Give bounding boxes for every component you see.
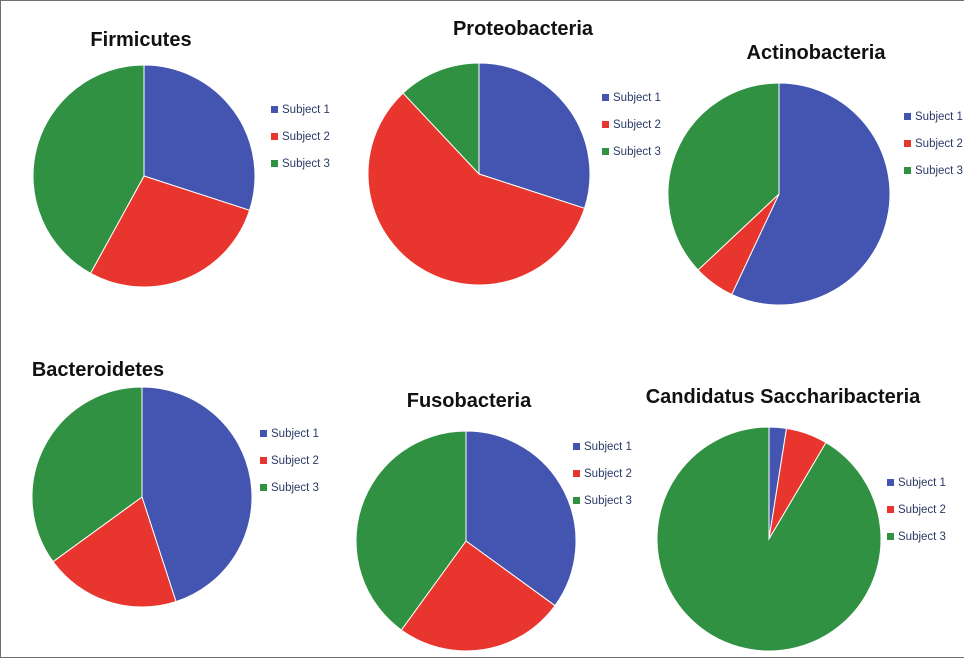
pie-slice-subject-1 — [731, 82, 891, 306]
legend-swatch-subject-2 — [260, 457, 267, 464]
pie-slice-subject-3 — [667, 82, 780, 271]
legend-label-subject-1: Subject 1 — [584, 441, 632, 453]
legend-swatch-subject-3 — [573, 497, 580, 504]
legend-swatch-subject-2 — [887, 506, 894, 513]
legend-swatch-subject-1 — [271, 106, 278, 113]
pie-slice-subject-2 — [89, 175, 251, 288]
legend-label-subject-2: Subject 2 — [915, 138, 963, 150]
chart-title: Actinobacteria — [747, 42, 887, 64]
legend-swatch-subject-2 — [271, 133, 278, 140]
legend-swatch-subject-3 — [260, 484, 267, 491]
pie-slice-subject-3 — [656, 426, 882, 652]
legend-swatch-subject-1 — [887, 479, 894, 486]
legend-swatch-subject-3 — [887, 533, 894, 540]
legend-label-subject-1: Subject 1 — [898, 477, 946, 489]
pie-slice-subject-3 — [355, 430, 467, 631]
legend-label-subject-3: Subject 3 — [271, 482, 319, 494]
legend-swatch-subject-3 — [602, 148, 609, 155]
legend-label-subject-3: Subject 3 — [613, 146, 661, 158]
pie-slice-subject-2 — [52, 496, 177, 608]
legend-label-subject-2: Subject 2 — [898, 504, 946, 516]
legend-label-subject-2: Subject 2 — [613, 119, 661, 131]
pie-slice-subject-3 — [32, 64, 145, 274]
legend-swatch-subject-3 — [271, 160, 278, 167]
pie-slice-subject-1 — [465, 430, 577, 607]
legend-label-subject-1: Subject 1 — [613, 92, 661, 104]
legend-swatch-subject-1 — [602, 94, 609, 101]
pie-chart-actinobacteria: Actinobacteria Subject 1 Subject 2 Subject … — [667, 42, 963, 306]
legend-label-subject-3: Subject 3 — [584, 495, 632, 507]
legend-swatch-subject-1 — [573, 443, 580, 450]
chart-title: Fusobacteria — [407, 390, 532, 412]
pie-slice-subject-2 — [367, 92, 586, 286]
legend-label-subject-2: Subject 2 — [282, 131, 330, 143]
legend-label-subject-1: Subject 1 — [282, 104, 330, 116]
legend-label-subject-3: Subject 3 — [915, 165, 963, 177]
pie-chart-candidatus-saccharibacteria: Candidatus Saccharibacteria Subject 1 Subj… — [646, 386, 946, 652]
legend-swatch-subject-2 — [904, 140, 911, 147]
pie-slice-subject-1 — [143, 64, 256, 211]
chart-title: Candidatus Saccharibacteria — [646, 386, 921, 408]
pie-chart-fusobacteria: Fusobacteria Subject 1 Subject 2 Subject 3 — [355, 390, 632, 652]
legend-label-subject-3: Subject 3 — [282, 158, 330, 170]
chart-title: Proteobacteria — [453, 18, 594, 40]
chart-title: Firmicutes — [90, 29, 191, 51]
chart-title: Bacteroidetes — [32, 359, 164, 381]
pie-slice-subject-2 — [400, 540, 556, 652]
legend-swatch-subject-3 — [904, 167, 911, 174]
legend-label-subject-3: Subject 3 — [898, 531, 946, 543]
pie-slice-subject-3 — [31, 386, 143, 563]
pie-slice-subject-3 — [402, 62, 480, 176]
legend-swatch-subject-1 — [260, 430, 267, 437]
legend-swatch-subject-2 — [573, 470, 580, 477]
legend-label-subject-1: Subject 1 — [915, 111, 963, 123]
pie-chart-proteobacteria: Proteobacteria Subject 1 Subject 2 Subject … — [367, 18, 661, 286]
legend-label-subject-2: Subject 2 — [271, 455, 319, 467]
legend-label-subject-2: Subject 2 — [584, 468, 632, 480]
pie-chart-bacteroidetes: Bacteroidetes Subject 1 Subject 2 Subject 3 — [31, 359, 319, 608]
legend-swatch-subject-1 — [904, 113, 911, 120]
pie-slice-subject-1 — [478, 62, 591, 209]
legend-label-subject-1: Subject 1 — [271, 428, 319, 440]
legend-swatch-subject-2 — [602, 121, 609, 128]
pie-chart-firmicutes: Firmicutes Subject 1 Subject 2 Subject 3 — [32, 29, 330, 288]
pie-slice-subject-1 — [141, 386, 253, 603]
